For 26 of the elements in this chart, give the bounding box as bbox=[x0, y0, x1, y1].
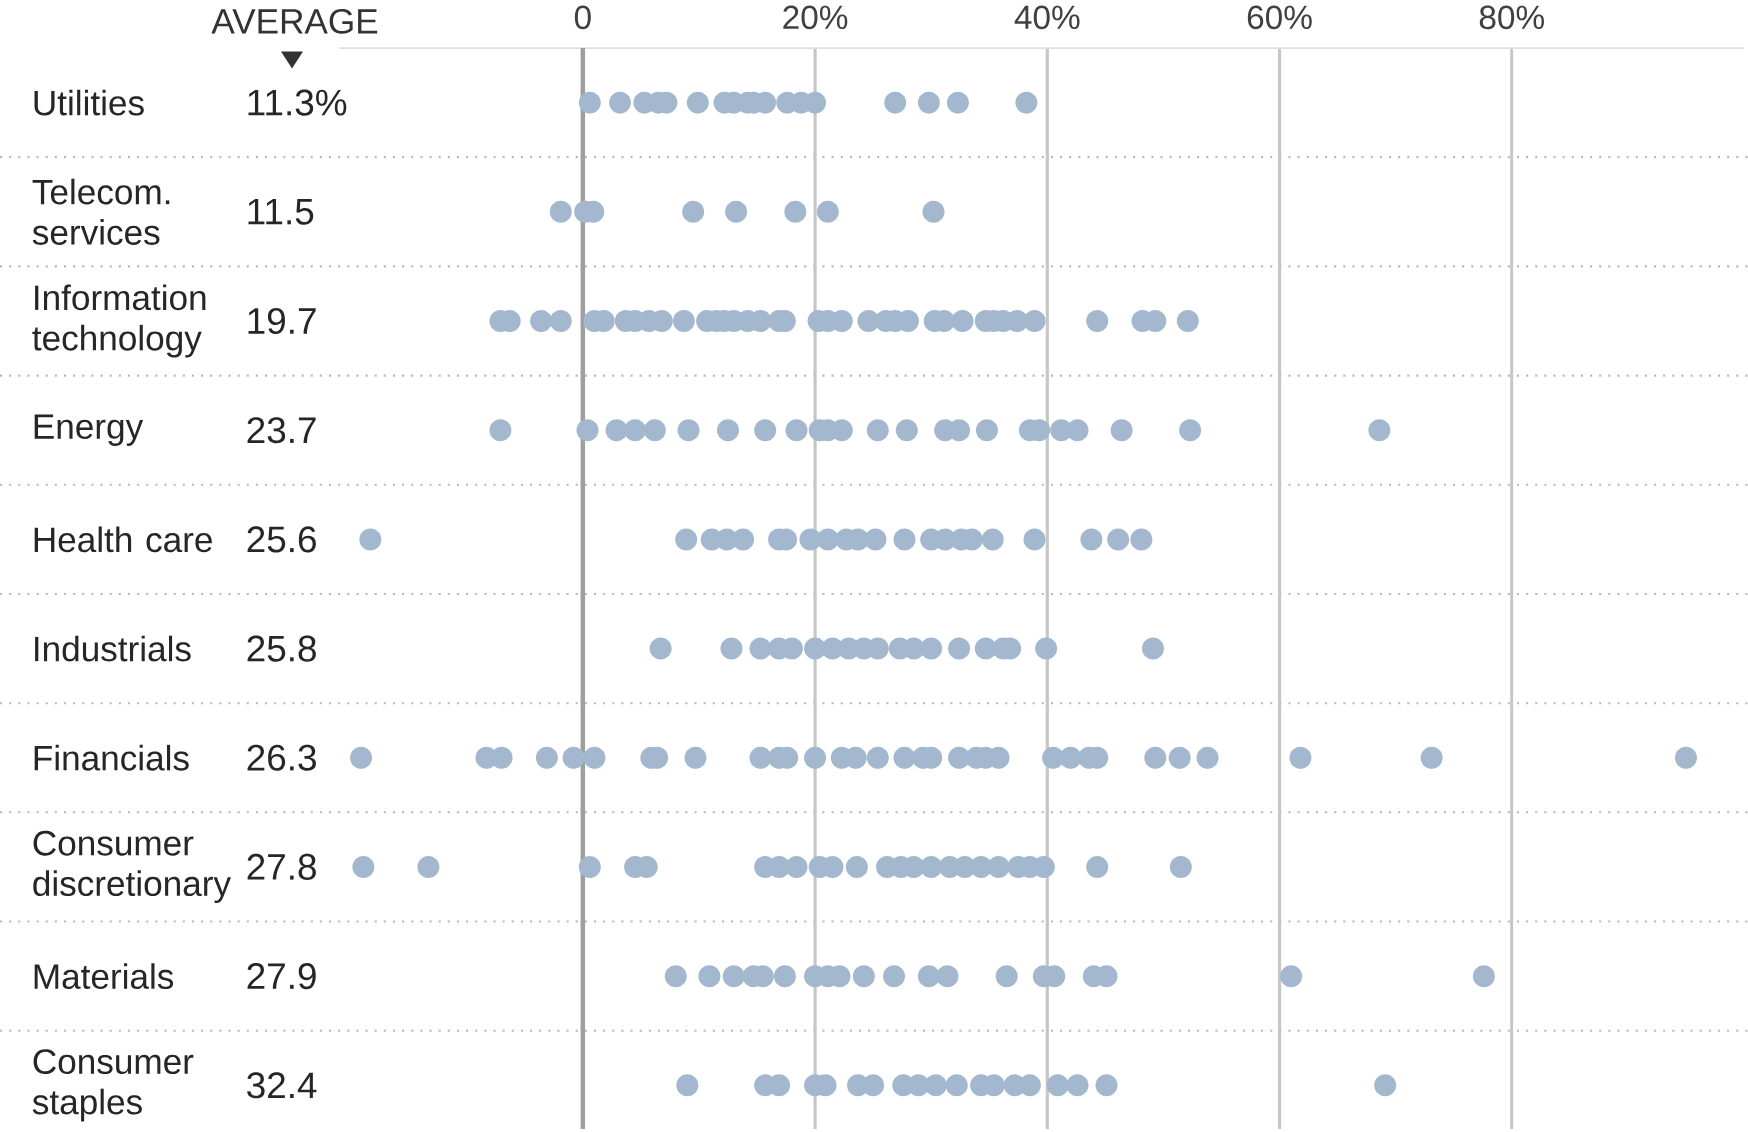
y-tick-label: Consumer discretionary bbox=[33, 830, 231, 904]
y-tick-label: Information technology bbox=[32, 284, 206, 358]
y-tick-label: Health care bbox=[34, 526, 212, 553]
y-tick-label: Financials bbox=[34, 744, 189, 771]
text: 25.6 bbox=[247, 526, 316, 553]
text: 26.3 bbox=[247, 744, 316, 771]
y-tick-label: Industrials bbox=[35, 635, 191, 662]
x-tick-label: 60% bbox=[1247, 5, 1312, 30]
y-tick-label: Consumer staples bbox=[32, 1049, 194, 1122]
x-tick-label: 40% bbox=[1014, 5, 1080, 30]
text: 32.4 bbox=[247, 1072, 317, 1099]
text: AVERAGE bbox=[211, 8, 378, 34]
text: 27.9 bbox=[247, 963, 316, 990]
x-tick-label: 20% bbox=[783, 5, 848, 30]
y-tick-label: Telecom. services bbox=[32, 178, 170, 245]
y-tick-label: Utilities bbox=[34, 89, 144, 116]
text: 27.8 bbox=[247, 853, 316, 880]
y-tick-label: Materials bbox=[34, 963, 174, 990]
text: 19.7 bbox=[248, 307, 316, 335]
text: 11.5 bbox=[248, 198, 314, 225]
x-tick-label: 0 bbox=[574, 5, 591, 30]
y-tick-label: Energy bbox=[34, 414, 144, 446]
annotation: 11.3% bbox=[248, 89, 347, 116]
text: 25.8 bbox=[247, 635, 316, 662]
text: 23.7 bbox=[247, 417, 316, 444]
x-tick-label: 80% bbox=[1479, 5, 1544, 30]
